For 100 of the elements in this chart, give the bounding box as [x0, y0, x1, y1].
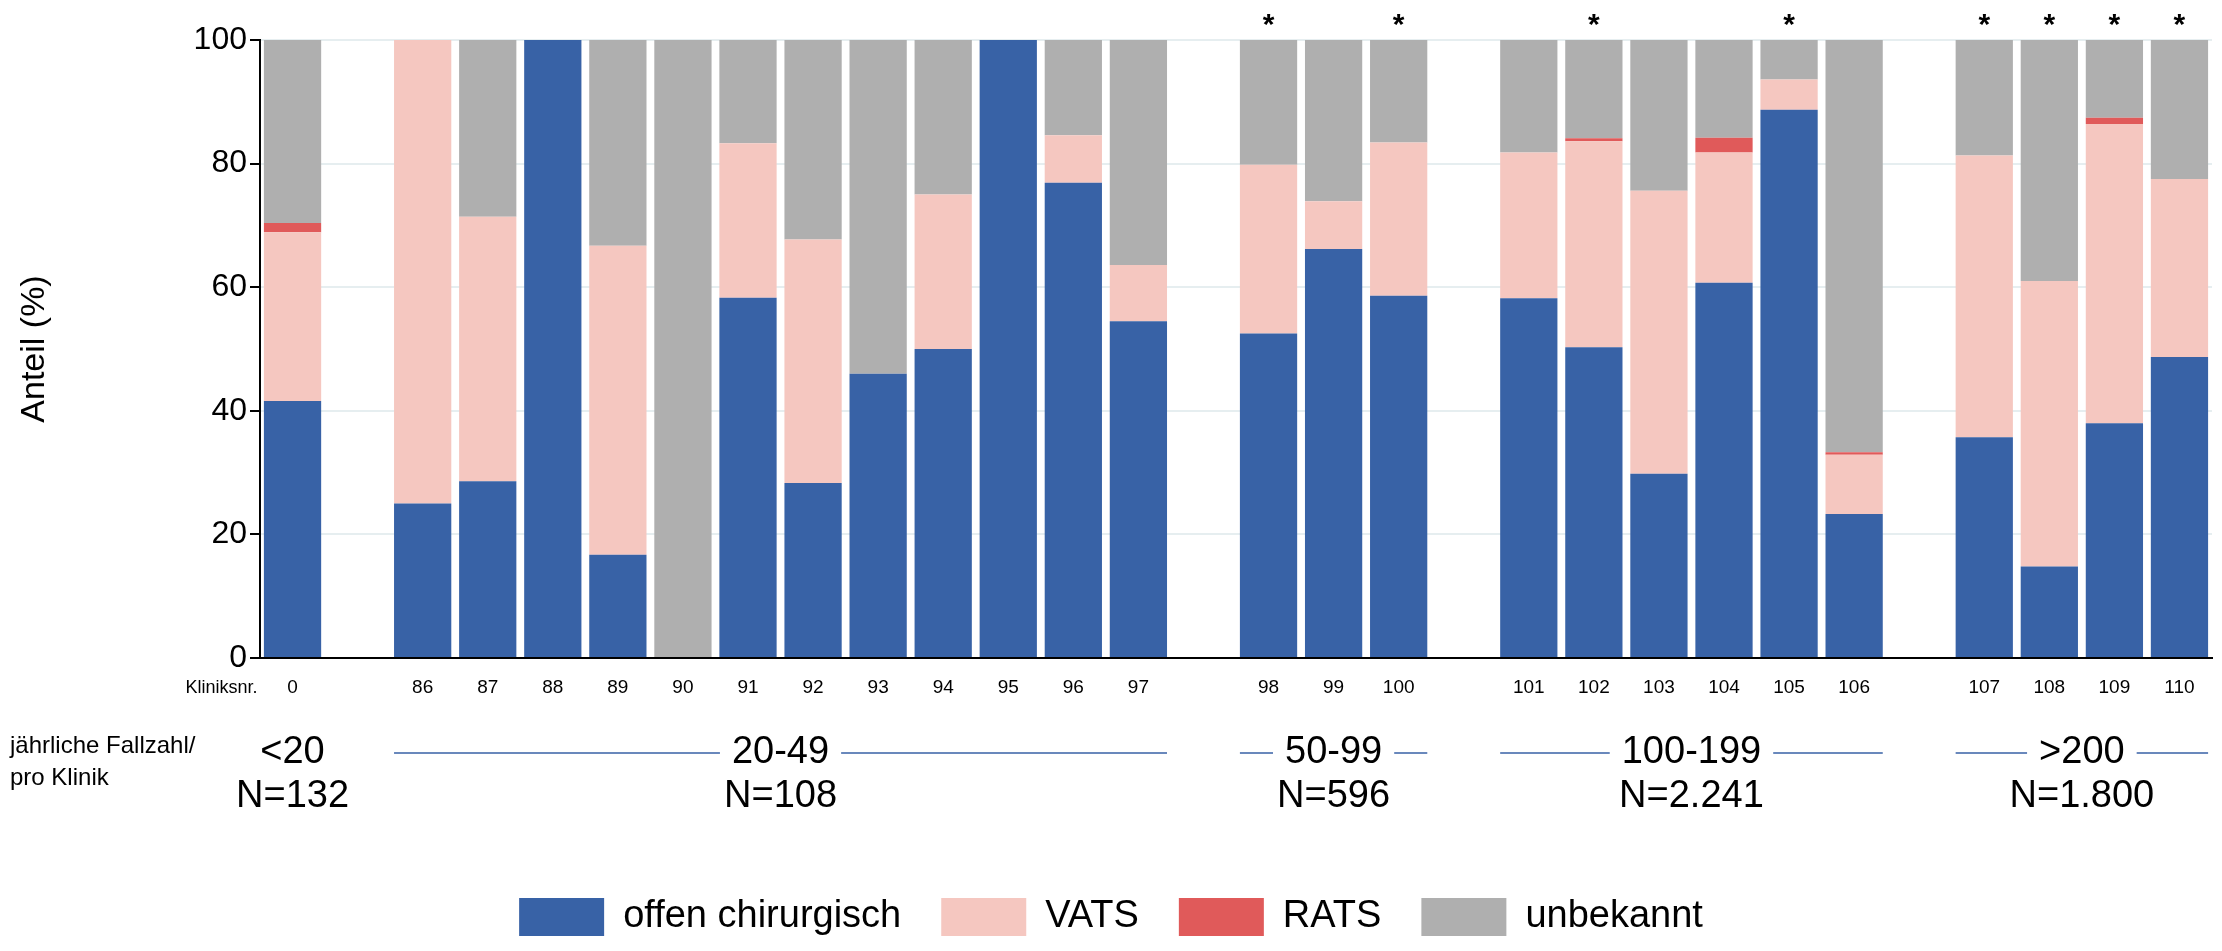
- x-tick-label: 106: [1838, 675, 1870, 697]
- x-tick-label: 96: [1062, 675, 1084, 697]
- bar: [2150, 40, 2209, 180]
- bar: [1695, 40, 1753, 138]
- bar: [849, 373, 907, 657]
- x-tick-label: 92: [802, 675, 824, 697]
- bar: [1239, 40, 1298, 165]
- x-tick-label: 86: [412, 675, 434, 697]
- bar: [1044, 40, 1102, 136]
- bar: [459, 481, 517, 657]
- bar: [2085, 124, 2144, 424]
- x-tick-label: 103: [1643, 675, 1675, 697]
- bar: [914, 349, 972, 657]
- bar: [394, 503, 452, 657]
- bar: [263, 232, 322, 401]
- bar: [1500, 152, 1558, 299]
- legend-label: VATS: [1045, 893, 1139, 936]
- text: 20-49 N=108: [724, 729, 838, 816]
- legend-label: unbekannt: [1525, 893, 1704, 936]
- bar: [263, 222, 322, 233]
- bar: [459, 216, 517, 482]
- bar: [1760, 109, 1818, 657]
- x-tick-label: 95: [997, 675, 1019, 697]
- bar: [1825, 454, 1883, 515]
- x-tick-label: 0: [287, 675, 298, 697]
- y-tick-label: 60: [211, 267, 247, 304]
- text: Kliniksnr.: [185, 676, 258, 697]
- bar: [459, 40, 517, 217]
- bar: [1825, 40, 1883, 453]
- bar: [1630, 473, 1688, 657]
- bar: [1500, 40, 1558, 153]
- bar: [263, 400, 322, 657]
- bar: [979, 40, 1037, 657]
- annotation: *: [1262, 7, 1275, 40]
- bar: [1304, 248, 1363, 657]
- bar: [1109, 40, 1168, 265]
- annotation: *: [1783, 7, 1796, 40]
- x-tick-label: 97: [1127, 675, 1149, 697]
- x-tick-label: 90: [672, 675, 694, 697]
- bar: [589, 40, 647, 246]
- y-tick-label: 80: [211, 143, 247, 180]
- bar: [784, 483, 842, 657]
- bar: [2085, 423, 2144, 657]
- bar: [1565, 141, 1623, 348]
- bar: [719, 40, 777, 144]
- annotation: *: [2108, 7, 2121, 40]
- x-tick-label: 93: [867, 675, 889, 697]
- bar: [2150, 179, 2209, 358]
- x-tick-label: 107: [1968, 675, 2001, 697]
- bar: [1760, 79, 1818, 110]
- bar: [719, 143, 777, 298]
- bar: [2150, 357, 2209, 657]
- legend-label: RATS: [1282, 893, 1382, 936]
- x-tick-label: 94: [932, 675, 955, 697]
- x-tick-label: 88: [542, 675, 564, 697]
- text: 50-99 N=596: [1277, 729, 1391, 816]
- x-tick-label: 98: [1257, 675, 1280, 697]
- y-axis-title: Anteil (%): [12, 275, 51, 423]
- x-tick-label: 105: [1773, 675, 1805, 697]
- bar: [1565, 40, 1623, 139]
- annotation: *: [1588, 7, 1601, 40]
- bar: [1370, 295, 1428, 657]
- x-tick-label: 108: [2033, 675, 2066, 697]
- bar: [784, 239, 842, 484]
- x-tick-label: 87: [477, 675, 499, 697]
- bar: [1044, 135, 1102, 183]
- x-tick-label: 102: [1578, 675, 1610, 697]
- text: 100-199 N=2.241: [1619, 729, 1764, 816]
- bar: [1695, 152, 1753, 283]
- x-tick-label: 109: [2098, 675, 2131, 697]
- bar: [1370, 40, 1428, 143]
- bar: [589, 554, 647, 657]
- bar: [1109, 264, 1168, 322]
- bar: [914, 40, 972, 195]
- bar: [1044, 182, 1102, 657]
- text: jährliche Fallzahl/ pro Klinik: [9, 730, 196, 790]
- bar: [1695, 137, 1753, 153]
- y-tick-label: 100: [193, 19, 247, 56]
- legend-label: offen chirurgisch: [623, 893, 902, 936]
- x-tick-label: 101: [1512, 675, 1545, 697]
- bar: [1109, 321, 1168, 657]
- x-tick-label: 100: [1382, 675, 1415, 697]
- bar: [1239, 333, 1298, 657]
- annotation: *: [2173, 7, 2186, 40]
- bar: [1630, 190, 1688, 474]
- annotation: *: [2043, 7, 2056, 40]
- bar: [719, 297, 777, 657]
- y-tick-label: 0: [229, 637, 247, 674]
- bar: [2085, 40, 2144, 118]
- text: >200 N=1.800: [2009, 729, 2155, 816]
- x-tick-label: 110: [2164, 675, 2195, 697]
- bar: [1825, 452, 1883, 455]
- bar: [1955, 437, 2013, 657]
- bar: [1565, 138, 1623, 142]
- x-tick-label: 89: [607, 675, 629, 697]
- bar: [1565, 347, 1623, 657]
- bar: [1500, 298, 1558, 657]
- bar: [2085, 117, 2144, 125]
- bar: [524, 40, 582, 657]
- bar: [1370, 142, 1428, 296]
